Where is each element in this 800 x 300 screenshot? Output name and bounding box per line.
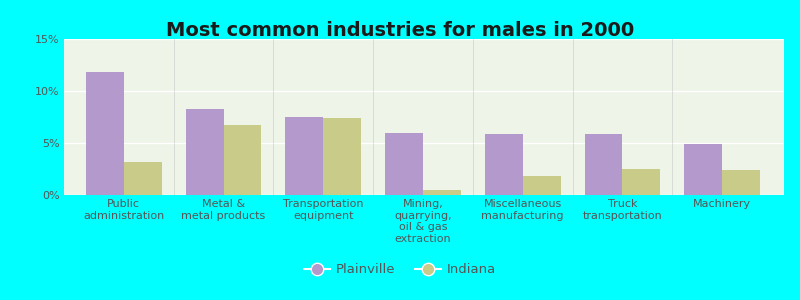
Bar: [485, 134, 522, 195]
Bar: [684, 144, 722, 195]
Bar: [622, 169, 660, 195]
Bar: [186, 109, 223, 195]
Bar: [423, 190, 461, 195]
Bar: [223, 125, 262, 195]
Bar: [124, 162, 162, 195]
Bar: [86, 72, 124, 195]
Bar: [286, 117, 323, 195]
Bar: [323, 118, 361, 195]
Bar: [385, 133, 423, 195]
Bar: [522, 176, 561, 195]
Bar: [722, 170, 760, 195]
Bar: [585, 134, 622, 195]
Text: Most common industries for males in 2000: Most common industries for males in 2000: [166, 21, 634, 40]
Legend: Plainville, Indiana: Plainville, Indiana: [298, 258, 502, 281]
